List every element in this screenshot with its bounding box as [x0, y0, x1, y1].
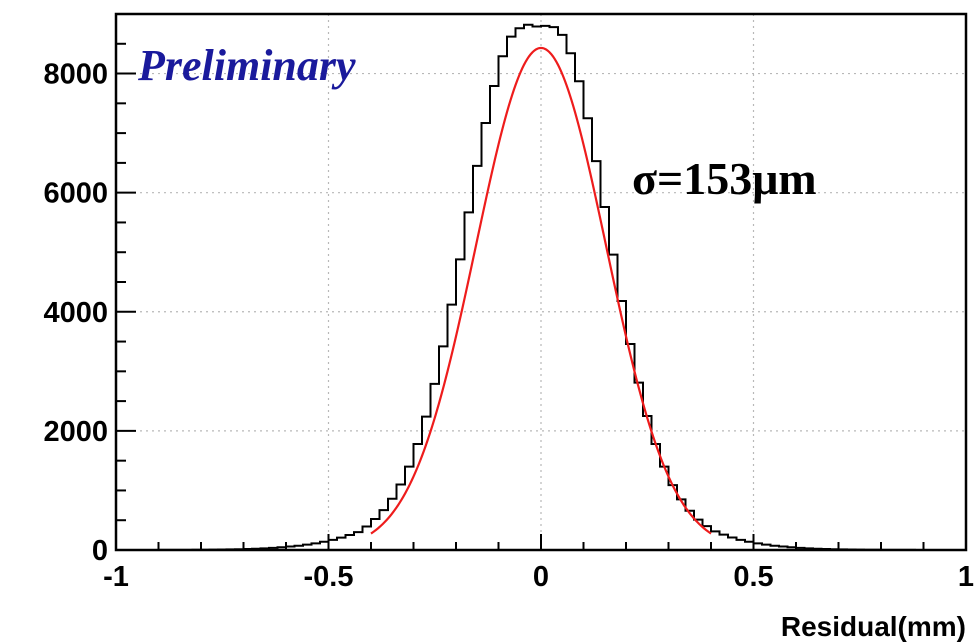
y-tick-label: 6000 [43, 178, 108, 210]
gaussian-fit-curve [370, 46, 712, 535]
sigma-annotation: σ=153μm [632, 153, 817, 204]
x-tick-label: -0.5 [304, 561, 354, 593]
x-tick-label: 0 [533, 561, 549, 593]
y-tick-label: 2000 [43, 416, 108, 448]
plot-frame [114, 12, 968, 552]
x-axis-label: Residual(mm) [781, 611, 966, 642]
preliminary-label: Preliminary [137, 41, 356, 90]
x-tick-label: 0.5 [733, 561, 773, 593]
y-tick-label: 0 [92, 535, 108, 567]
y-tick-label: 4000 [43, 297, 108, 329]
x-tick-label: -1 [103, 561, 129, 593]
x-tick-label: 1 [958, 561, 974, 593]
histogram-series [116, 23, 966, 551]
y-tick-label: 8000 [43, 59, 108, 91]
x-tick-labels: -1 -0.5 0 0.5 1 [103, 561, 974, 593]
grid-lines [116, 14, 966, 550]
y-tick-labels: 0 2000 4000 6000 8000 [43, 59, 108, 567]
